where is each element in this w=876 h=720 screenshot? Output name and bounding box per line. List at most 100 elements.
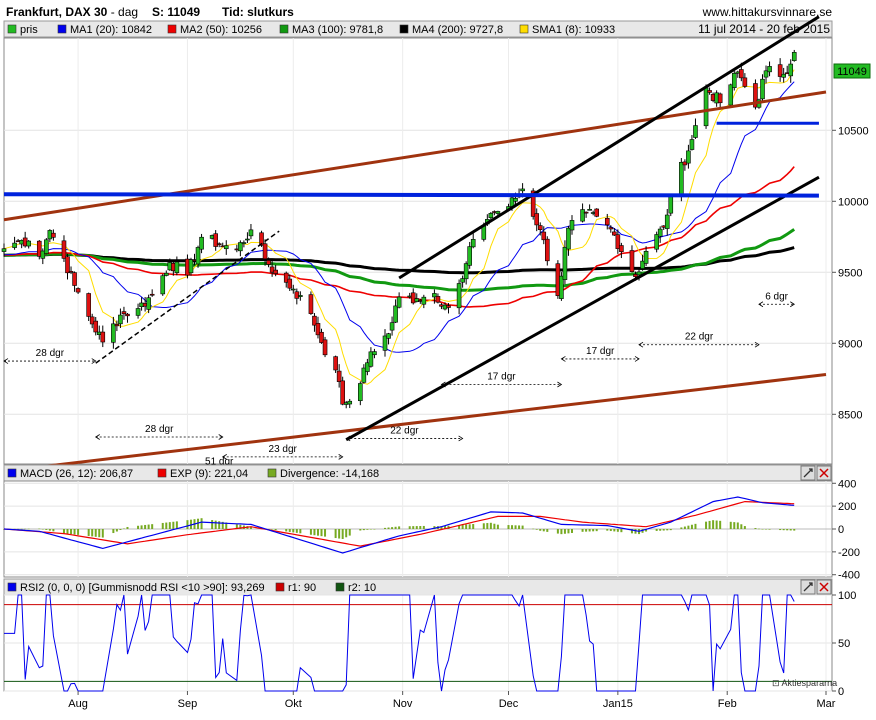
wrench-icon — [803, 582, 813, 592]
divergence-bar — [412, 526, 415, 529]
candle — [382, 329, 388, 357]
close-icon — [819, 468, 829, 478]
ma4-line — [3, 246, 795, 275]
divergence-bar — [715, 520, 718, 529]
candle — [266, 257, 271, 268]
cycle-label: 51 dgr — [205, 457, 234, 468]
candle — [65, 253, 70, 280]
rsi-close-button[interactable] — [816, 579, 832, 595]
candle — [333, 355, 338, 373]
candle — [149, 289, 155, 297]
divergence-bar — [271, 529, 274, 530]
candle — [273, 264, 278, 277]
divergence-bar — [680, 527, 683, 529]
macd-settings-button[interactable] — [800, 465, 816, 481]
candle — [686, 144, 691, 169]
divergence-bar — [708, 520, 711, 529]
date-range: 11 jul 2014 - 20 feb 2015 — [698, 22, 830, 36]
divergence-bar — [221, 521, 224, 529]
y-tick-label: 9500 — [838, 267, 862, 279]
divergence-bar — [17, 528, 20, 530]
divergence-bar — [694, 523, 697, 529]
candle — [777, 58, 783, 82]
candle — [668, 194, 674, 217]
candle — [604, 213, 610, 230]
candle — [612, 228, 617, 237]
divergence-bar — [690, 524, 693, 529]
chart-title: Frankfurt, DAX 30 - dag — [6, 5, 138, 19]
divergence-bar — [112, 529, 115, 534]
legend-swatch — [279, 24, 289, 34]
cycle-annotation: 6 dgr — [758, 291, 796, 308]
divergence-bar — [144, 524, 147, 529]
candle — [467, 241, 472, 269]
candle — [361, 364, 367, 384]
candle — [410, 288, 416, 305]
divergence-bar — [683, 526, 686, 529]
candle — [693, 118, 698, 139]
divergence-bar — [514, 525, 517, 529]
divergence-bar — [433, 526, 436, 529]
trendline-aug-dashed-trend — [95, 230, 280, 364]
candle — [763, 65, 769, 84]
divergence-bar — [362, 529, 365, 531]
candle — [72, 271, 77, 292]
ma3-line — [3, 228, 796, 292]
divergence-bar — [443, 525, 446, 529]
legend-item: r1: 90 — [275, 582, 316, 594]
divergence-bar — [542, 529, 545, 532]
candle — [689, 135, 695, 151]
divergence-bar — [299, 529, 302, 534]
y-tick-label: 9000 — [838, 338, 862, 350]
rsi-settings-button[interactable] — [800, 579, 816, 595]
divergence-bar — [712, 520, 715, 529]
wrench-icon — [803, 468, 813, 478]
divergence-bar — [620, 529, 623, 533]
candles — [1, 49, 797, 409]
candle — [174, 256, 180, 276]
candle — [470, 233, 476, 249]
divergence-bar — [285, 529, 288, 532]
divergence-bar — [373, 529, 376, 530]
divergence-bar — [729, 521, 732, 529]
candle — [40, 248, 46, 265]
candle — [26, 240, 31, 249]
divergence-bar — [472, 524, 475, 529]
trendline-up-channel-lower — [345, 175, 820, 442]
candle — [61, 235, 67, 262]
divergence-bar — [461, 524, 464, 529]
candle — [121, 306, 127, 320]
divergence-bar — [115, 529, 118, 532]
candle — [238, 240, 243, 257]
divergence-bar — [630, 529, 633, 534]
divergence-bar — [147, 524, 150, 529]
x-axis: Aug Sep Okt Nov Dec Jan15 Feb Mar — [68, 691, 836, 710]
candle — [463, 261, 469, 285]
divergence-bar — [98, 529, 101, 538]
divergence-bar — [359, 529, 362, 531]
macd-close-button[interactable] — [816, 465, 832, 481]
candle — [544, 236, 550, 266]
y-tick-label: 10500 — [838, 125, 869, 137]
legend-label: MA1 (20): 10842 — [70, 24, 152, 36]
divergence-bar — [465, 524, 468, 529]
close-icon — [819, 582, 829, 592]
candle — [135, 303, 141, 319]
candle — [435, 293, 441, 304]
last-price-tag: 11049 — [833, 63, 871, 79]
trendline-lower-long-channel — [3, 373, 827, 473]
site-url[interactable]: www.hittakursvinnare.se — [702, 5, 833, 19]
y-tick-label: 0 — [838, 524, 844, 536]
divergence-bar — [659, 529, 662, 531]
divergence-bar — [398, 526, 401, 529]
divergence-bar — [482, 523, 485, 529]
cycle-annotation: 17 dgr — [560, 346, 640, 362]
divergence-bar — [486, 523, 489, 529]
candle — [619, 242, 624, 259]
divergence-bar — [91, 529, 94, 537]
divergence-bar — [334, 529, 337, 539]
cycle-label: 28 dgr — [145, 424, 174, 435]
legend-item: r2: 10 — [335, 582, 376, 594]
month-tick-label: Aug — [68, 698, 88, 710]
macd-legend: MACD (26, 12): 206,87 EXP (9): 221,04 Dive… — [7, 468, 379, 480]
